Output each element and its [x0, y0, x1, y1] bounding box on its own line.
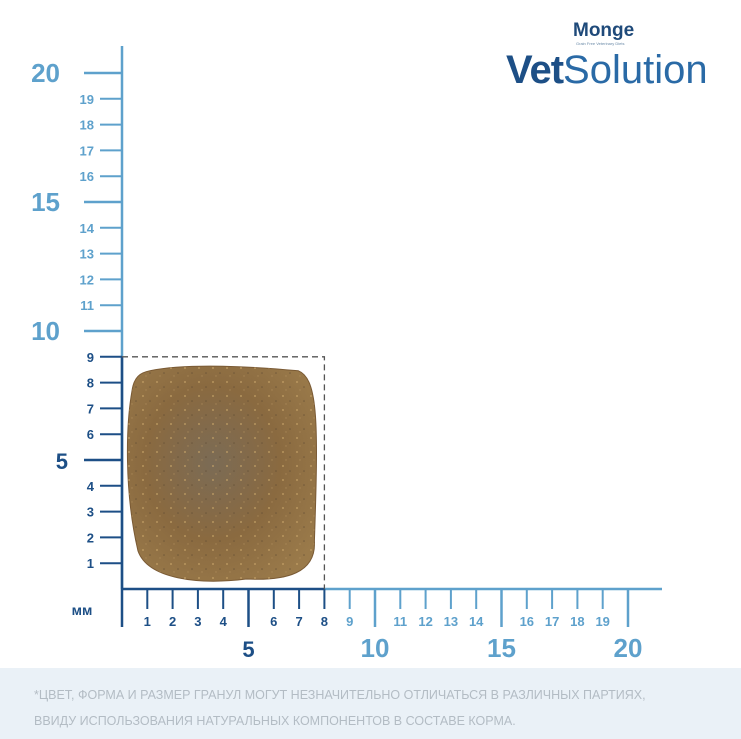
- kibble-dimension-box: [122, 356, 326, 589]
- y-tick-label-17: 17: [80, 143, 94, 158]
- x-major-label-15: 15: [487, 633, 516, 663]
- ticks: [84, 71, 630, 627]
- y-tick-label-18: 18: [80, 118, 94, 133]
- x-major-label-5: 5: [242, 637, 254, 662]
- x-major-label-20: 20: [614, 633, 643, 663]
- y-tick-label-12: 12: [80, 272, 94, 287]
- x-tick-label-7: 7: [295, 614, 302, 629]
- y-tick-label-1: 1: [87, 556, 94, 571]
- x-tick-label-18: 18: [570, 614, 584, 629]
- x-tick-label-3: 3: [194, 614, 201, 629]
- y-tick-label-8: 8: [87, 376, 94, 391]
- y-tick-label-13: 13: [80, 247, 94, 262]
- y-tick-label-9: 9: [87, 350, 94, 365]
- y-tick-label-2: 2: [87, 530, 94, 545]
- disclaimer-line-1: *ЦВЕТ, ФОРМА И РАЗМЕР ГРАНУЛ МОГУТ НЕЗНА…: [34, 688, 646, 702]
- y-tick-label-14: 14: [80, 221, 95, 236]
- x-tick-label-1: 1: [144, 614, 151, 629]
- monge-logo: Monge: [573, 20, 635, 41]
- y-tick-label-16: 16: [80, 169, 94, 184]
- kibble-texture: [127, 366, 317, 582]
- x-tick-label-6: 6: [270, 614, 277, 629]
- disclaimer-line-2: ВВИДУ ИСПОЛЬЗОВАНИЯ НАТУРАЛЬНЫХ КОМПОНЕН…: [34, 714, 516, 728]
- y-tick-label-11: 11: [80, 298, 94, 313]
- x-tick-label-13: 13: [444, 614, 458, 629]
- y-major-label-10: 10: [31, 316, 60, 346]
- unit-label: мм: [72, 602, 93, 618]
- y-major-label-20: 20: [31, 58, 60, 88]
- x-tick-label-12: 12: [418, 614, 432, 629]
- y-tick-label-4: 4: [87, 479, 95, 494]
- y-major-label-5: 5: [56, 449, 68, 474]
- y-major-label-15: 15: [31, 187, 60, 217]
- disclaimer-footer: *ЦВЕТ, ФОРМА И РАЗМЕР ГРАНУЛ МОГУТ НЕЗНА…: [0, 668, 741, 739]
- x-tick-label-16: 16: [520, 614, 534, 629]
- y-tick-label-6: 6: [87, 427, 94, 442]
- x-tick-label-8: 8: [321, 614, 328, 629]
- kibble: [122, 356, 326, 589]
- x-tick-label-2: 2: [169, 614, 176, 629]
- logo-brand-light: Solution: [563, 48, 708, 92]
- y-tick-label-7: 7: [87, 401, 94, 416]
- x-tick-label-11: 11: [393, 614, 407, 629]
- y-tick-label-3: 3: [87, 505, 94, 520]
- monge-tagline: Grain Free Veterinary Diets: [576, 41, 625, 46]
- vetsolution-logo: VetSolution: [506, 46, 708, 94]
- x-tick-label-17: 17: [545, 614, 559, 629]
- logo-brand-strong: Vet: [506, 48, 564, 92]
- x-major-label-10: 10: [361, 633, 390, 663]
- x-tick-label-9: 9: [346, 614, 353, 629]
- y-tick-label-19: 19: [80, 92, 94, 107]
- x-tick-label-4: 4: [220, 614, 228, 629]
- x-tick-label-14: 14: [469, 614, 484, 629]
- x-tick-label-19: 19: [595, 614, 609, 629]
